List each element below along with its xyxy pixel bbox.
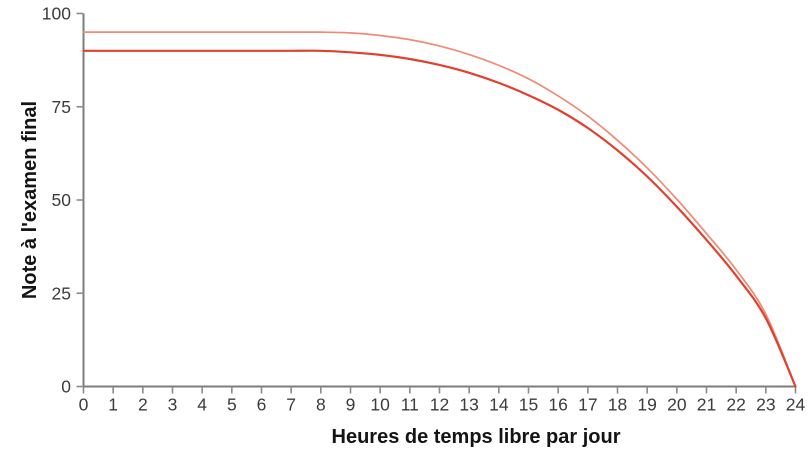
x-tick-label: 13 [459,395,478,415]
y-tick-label: 0 [61,377,71,397]
x-tick-label: 23 [756,395,775,415]
upper-light-curve-line [82,31,797,388]
x-tick-label: 18 [608,395,627,415]
y-tick-label: 100 [42,4,71,24]
x-axis-title: Heures de temps libre par jour [332,426,621,448]
x-tick-label: 24 [786,395,806,415]
x-tick-label: 11 [401,395,419,415]
y-axis-ticks: 0 25 50 75 100 [42,4,84,397]
x-tick-label: 0 [79,395,89,415]
x-tick-label: 5 [227,395,237,415]
y-tick-label: 50 [52,190,72,210]
x-tick-label: 19 [637,395,656,415]
axes [82,13,796,388]
x-tick-label: 20 [667,395,687,415]
y-tick-label: 25 [52,283,71,303]
x-tick-label: 4 [197,395,207,415]
y-tick-label: 75 [52,97,71,117]
x-tick-label: 2 [138,395,148,415]
x-tick-label: 16 [548,395,567,415]
x-tick-label: 14 [489,395,509,415]
lower-dark-curve-line [82,49,797,388]
y-axis-title: Note à l'examen final [19,101,41,299]
x-tick-label: 7 [286,395,296,415]
x-tick-label: 17 [578,395,597,415]
x-tick-label: 1 [108,395,118,415]
x-axis-ticks: 0 1 2 3 4 5 6 7 8 9 10 11 12 13 14 15 16 17 18 19 20 21 22 23 24 [79,386,806,415]
x-tick-label: 3 [168,395,178,415]
x-tick-label: 10 [370,395,390,415]
x-tick-label: 9 [346,395,356,415]
curves [82,31,797,388]
x-tick-label: 22 [726,395,745,415]
x-tick-label: 8 [316,395,326,415]
x-tick-label: 12 [430,395,449,415]
x-tick-label: 6 [257,395,267,415]
x-tick-label: 15 [519,395,538,415]
x-tick-label: 21 [697,395,716,415]
